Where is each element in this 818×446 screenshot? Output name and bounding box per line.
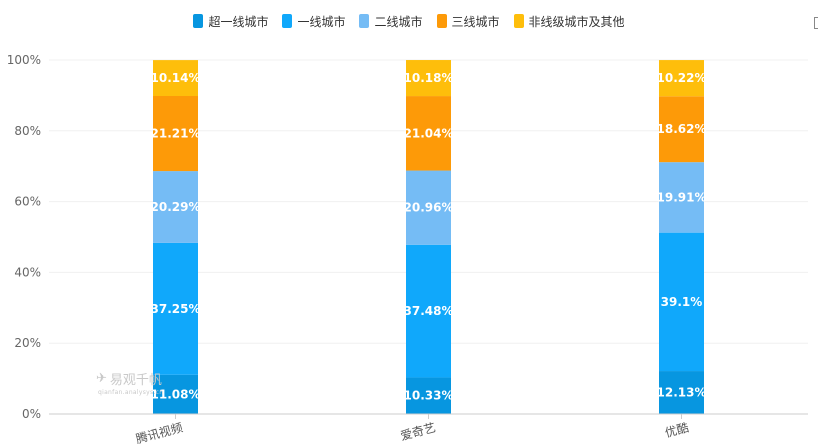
bar-segment xyxy=(153,242,198,375)
legend-item[interactable]: 非线级城市及其他 xyxy=(513,13,625,30)
y-tick-label: 100% xyxy=(7,53,41,67)
data-label: 21.21% xyxy=(151,127,201,141)
legend-swatch xyxy=(359,14,370,28)
data-label: 37.25% xyxy=(151,302,201,316)
y-tick-label: 40% xyxy=(14,265,41,279)
legend-label: 一线城市 xyxy=(297,14,346,29)
legend-item[interactable]: 二线城市 xyxy=(359,13,423,30)
bar-segment xyxy=(153,374,198,414)
legend-label: 超一线城市 xyxy=(208,14,269,29)
y-tick-label: 0% xyxy=(22,407,41,421)
legend-label: 二线城市 xyxy=(374,14,423,29)
data-label: 12.13% xyxy=(657,386,707,400)
bar-segment xyxy=(406,60,451,97)
x-tick-label: 爱奇艺 xyxy=(399,420,437,443)
bar-segment xyxy=(406,244,451,378)
legend-swatch xyxy=(193,14,204,28)
legend-item[interactable]: 三线城市 xyxy=(436,13,500,30)
data-label: 18.62% xyxy=(657,122,707,136)
legend-swatch xyxy=(513,14,524,28)
data-label: 10.14% xyxy=(151,71,201,85)
bar-segment xyxy=(659,162,704,233)
bar-segment xyxy=(659,96,704,163)
data-label: 11.08% xyxy=(151,387,201,401)
legend-item[interactable]: 超一线城市 xyxy=(193,13,268,30)
data-label: 10.22% xyxy=(657,71,707,85)
data-label: 20.96% xyxy=(404,201,454,215)
data-label: 37.48% xyxy=(404,304,454,318)
legend-swatch xyxy=(282,14,293,28)
data-label: 21.04% xyxy=(404,126,454,140)
legend-swatch xyxy=(436,14,447,28)
bar-segment xyxy=(659,232,704,372)
data-label: 10.18% xyxy=(404,71,454,85)
x-tick-label: 优酷 xyxy=(663,420,690,440)
legend-label: 非线级城市及其他 xyxy=(528,14,625,29)
data-label: 39.1% xyxy=(661,295,703,309)
y-tick-label: 20% xyxy=(14,336,41,350)
chart-legend: 超一线城市 一线城市 二线城市 三线城市 非线级城市及其他 xyxy=(0,11,818,31)
legend-label: 三线城市 xyxy=(451,14,500,29)
data-label: 20.29% xyxy=(151,200,201,214)
bar-segment xyxy=(406,170,451,245)
bar-segment xyxy=(153,60,198,97)
y-tick-label: 60% xyxy=(14,195,41,209)
data-label: 10.33% xyxy=(404,389,454,403)
bar-segment xyxy=(659,371,704,414)
bar-segment xyxy=(659,60,704,97)
data-label: 19.91% xyxy=(657,190,707,204)
corner-toolbox-icon[interactable] xyxy=(814,17,818,29)
x-tick-label: 腾讯视频 xyxy=(134,419,184,446)
bar-segment xyxy=(406,377,451,414)
bar-segment xyxy=(153,171,198,243)
bar-segment xyxy=(406,96,451,171)
bar-segment xyxy=(153,96,198,172)
legend-item[interactable]: 一线城市 xyxy=(282,13,345,30)
y-tick-label: 80% xyxy=(14,124,41,138)
